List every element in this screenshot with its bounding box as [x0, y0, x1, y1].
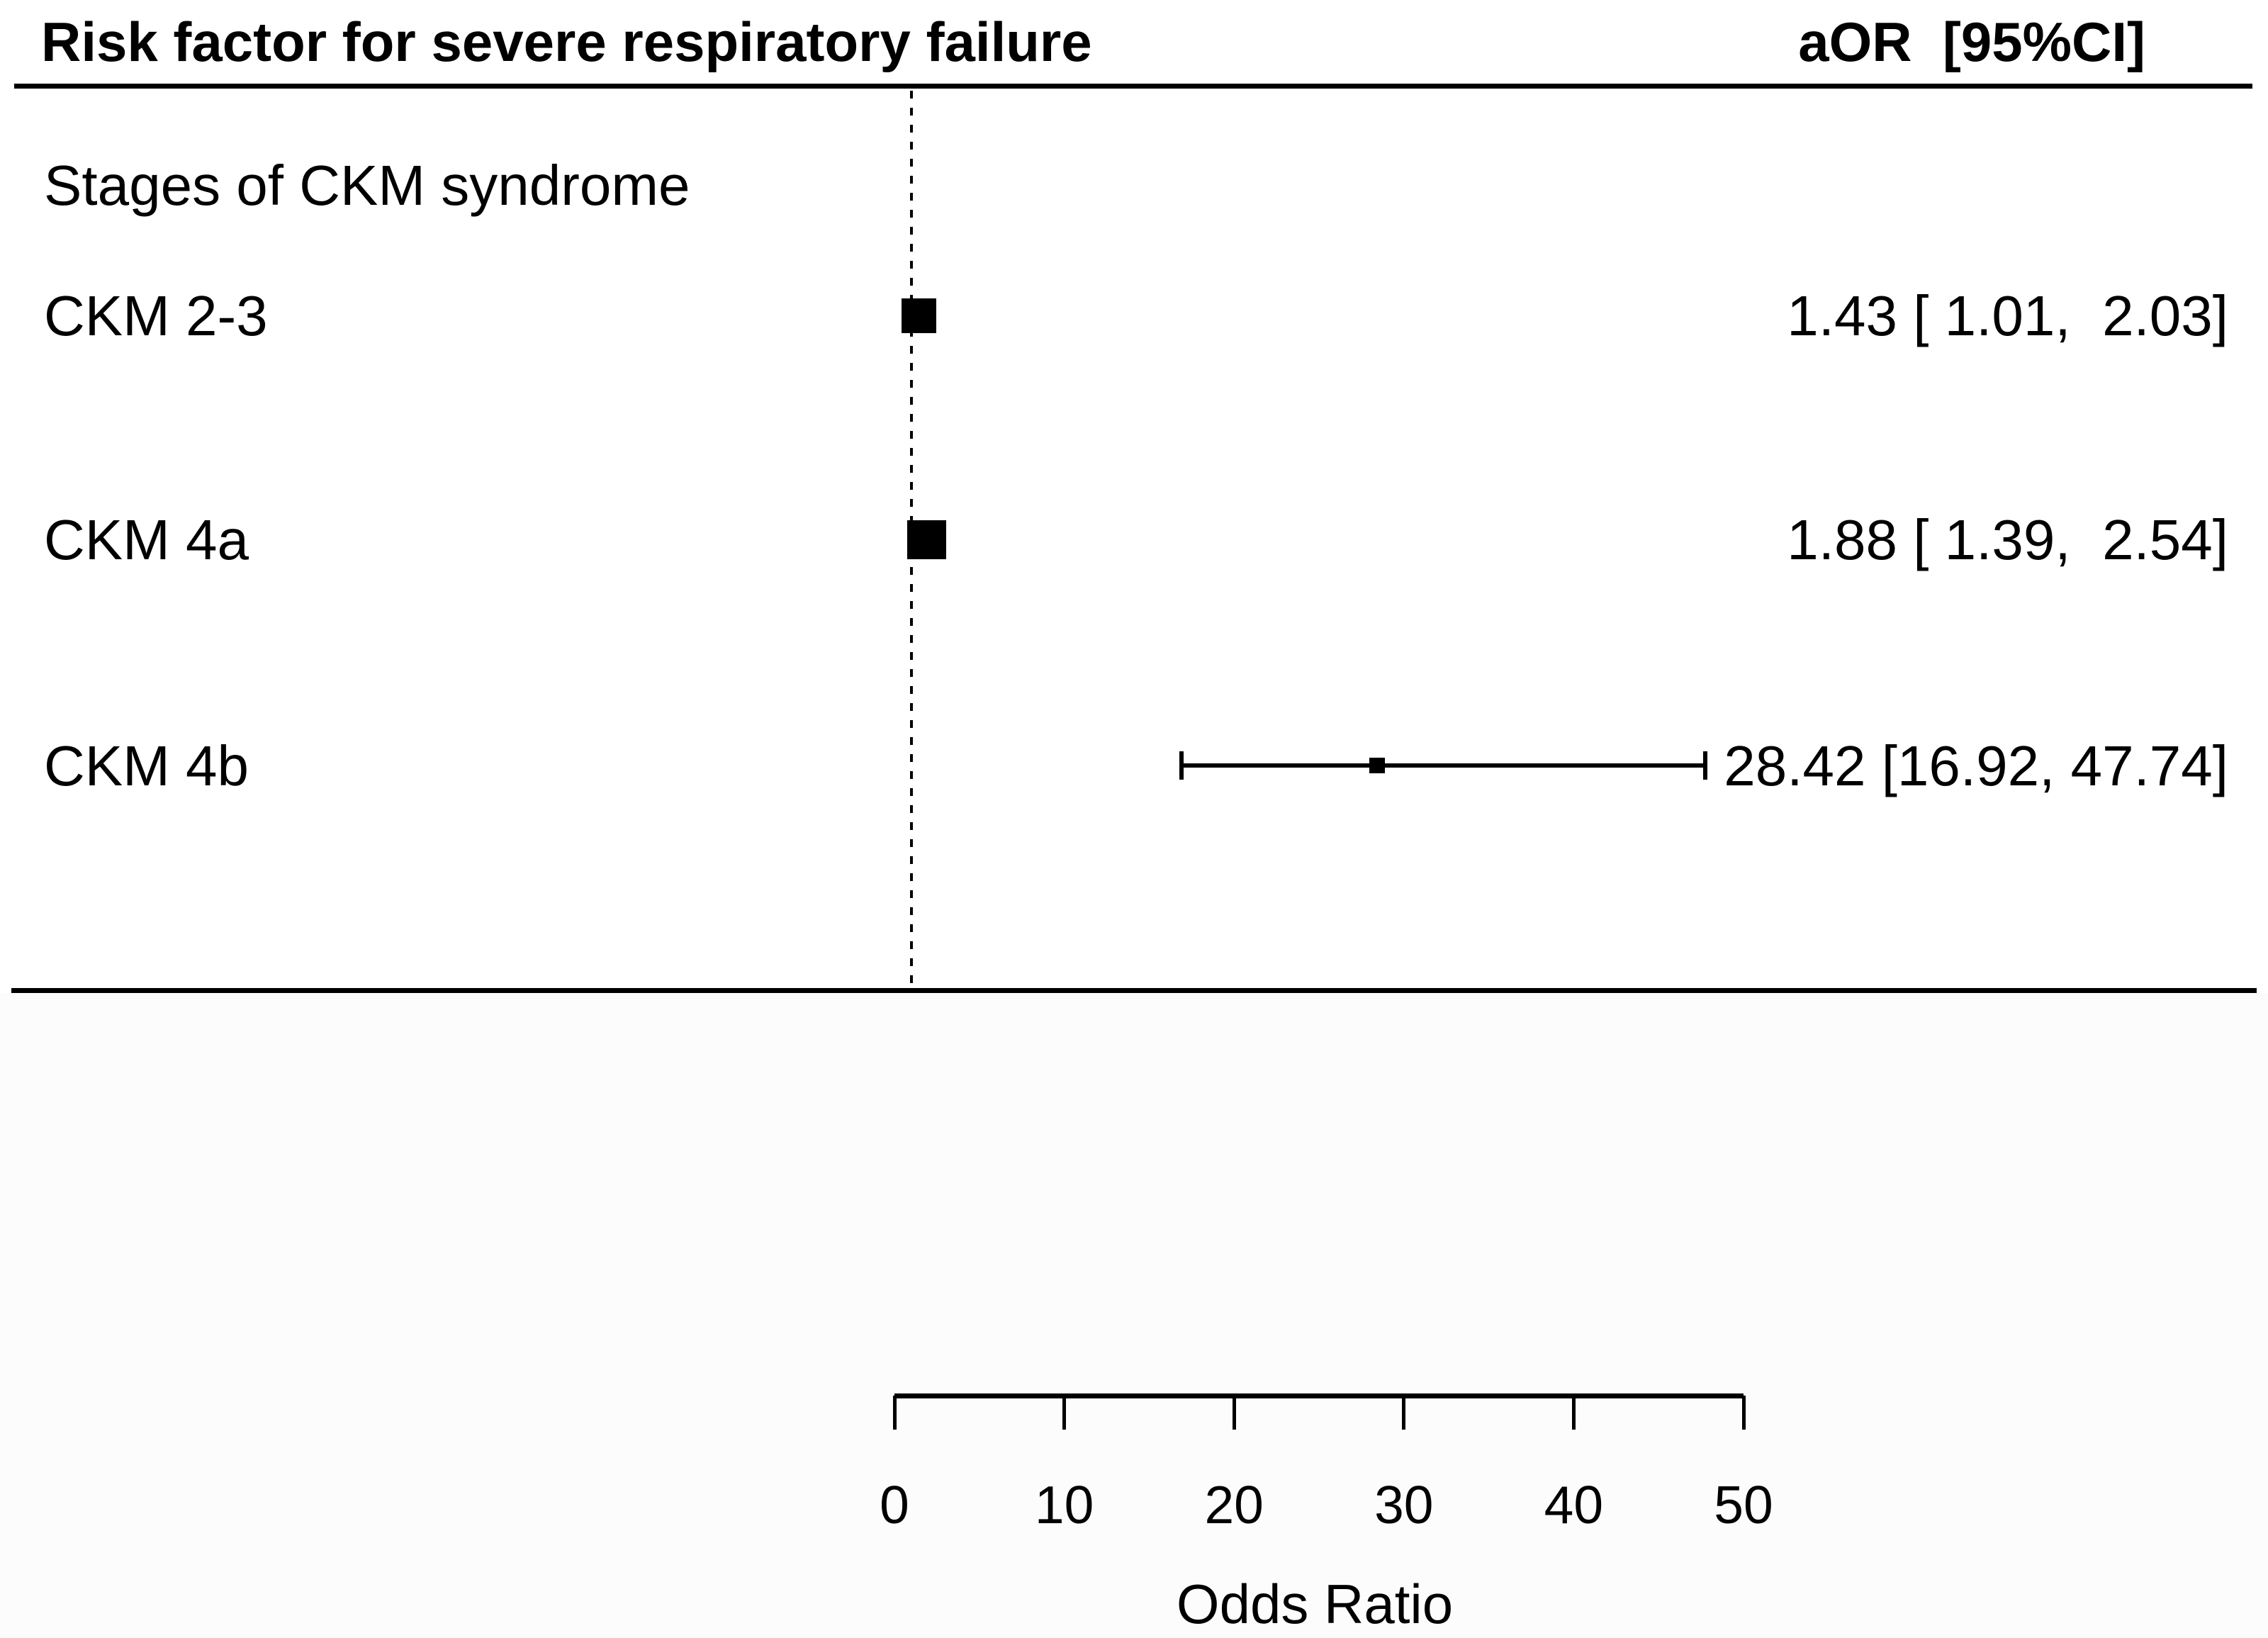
row-value: 1.88 [ 1.39, 2.54]: [1787, 508, 2228, 571]
point-estimate-marker: [901, 298, 936, 333]
axis-tick-label: 10: [1034, 1475, 1094, 1535]
ci-cap-low: [1179, 751, 1184, 780]
axis-tick-label: 50: [1714, 1475, 1773, 1535]
ci-cap-high: [1702, 751, 1707, 780]
row-label: CKM 2-3: [44, 284, 268, 347]
plot-bottom-line: [11, 988, 2257, 993]
axis-tick: [1062, 1396, 1067, 1430]
ci-line: [1181, 763, 1705, 768]
row-label: CKM 4a: [44, 508, 249, 571]
axis-tick-label: 30: [1374, 1475, 1434, 1535]
point-estimate-marker: [906, 520, 946, 559]
value-column-header: aOR [95%CI]: [1798, 11, 2145, 73]
lower-panel: [0, 993, 2268, 1638]
x-axis-title: Odds Ratio: [1176, 1573, 1454, 1635]
axis-tick: [892, 1396, 897, 1430]
group-label: Stages of CKM syndrome: [44, 154, 690, 217]
axis-tick: [1571, 1396, 1576, 1430]
axis-tick-label: 20: [1204, 1475, 1264, 1535]
row-value: 1.43 [ 1.01, 2.03]: [1787, 284, 2228, 347]
row-value: 28.42 [16.92, 47.74]: [1724, 734, 2228, 797]
axis-tick-label: 40: [1544, 1475, 1604, 1535]
point-estimate-marker: [1369, 758, 1385, 773]
header-divider-line: [14, 84, 2252, 89]
axis-tick: [1232, 1396, 1236, 1430]
x-axis-line: [894, 1393, 1744, 1398]
axis-tick-label: 0: [880, 1475, 909, 1535]
axis-tick: [1402, 1396, 1406, 1430]
axis-tick: [1741, 1396, 1746, 1430]
row-label: CKM 4b: [44, 734, 249, 797]
plot-title: Risk factor for severe respiratory failu…: [41, 11, 1092, 73]
